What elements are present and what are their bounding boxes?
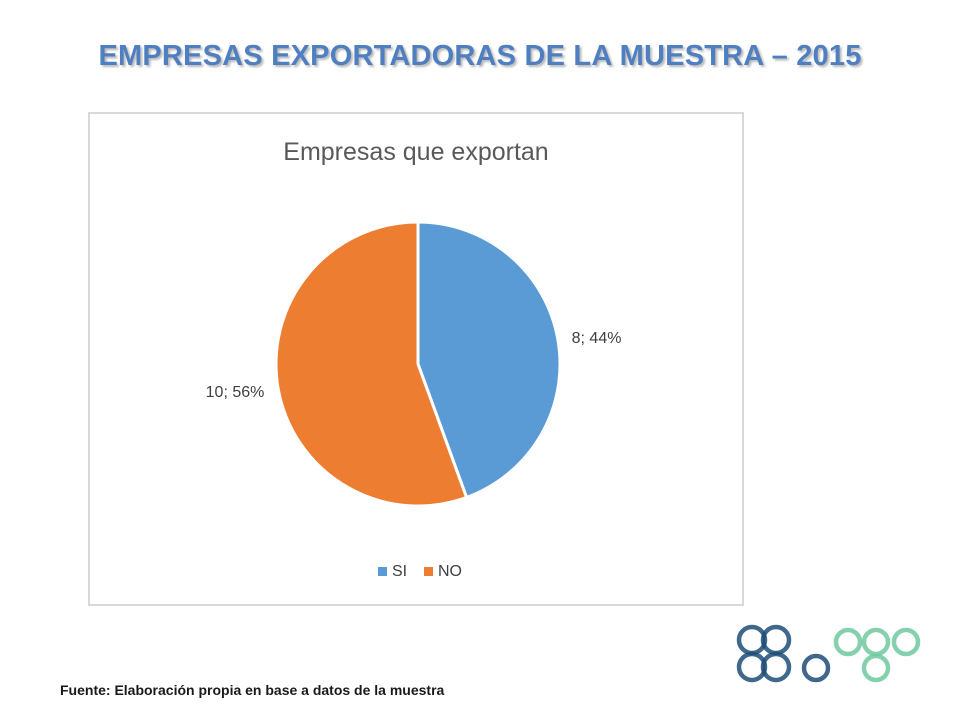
logo-ring	[833, 627, 863, 657]
pie-slice-no	[274, 220, 469, 508]
logo-ring	[760, 651, 792, 683]
data-label-si: 8; 44%	[572, 330, 622, 347]
legend-swatch-si	[378, 567, 387, 576]
slide-title: EMPRESAS EXPORTADORAS DE LA MUESTRA – 20…	[98, 40, 862, 72]
logo-ring	[801, 653, 831, 683]
chart-title: Empresas que exportan	[283, 138, 548, 166]
pie-slice-si	[416, 220, 562, 500]
logo-ring	[891, 627, 921, 657]
data-labels: 8; 44% 10; 56%	[206, 330, 622, 401]
chart-legend: SI NO	[378, 563, 462, 580]
data-label-no: 10; 56%	[206, 384, 265, 401]
legend-swatch-no	[424, 567, 433, 576]
chart-frame: Empresas que exportan 8; 44% 10; 56% SI NO	[88, 112, 744, 606]
pie-slices	[274, 220, 562, 508]
source-note: Fuente: Elaboración propia en base a dat…	[60, 682, 445, 698]
pie-chart: Empresas que exportan 8; 44% 10; 56% SI NO	[206, 138, 622, 580]
logo-ring	[861, 653, 891, 683]
logo-ring	[861, 627, 891, 657]
legend-label-no: NO	[438, 563, 462, 580]
interlocking-rings-logo-icon	[736, 624, 921, 683]
legend-label-si: SI	[392, 563, 407, 580]
